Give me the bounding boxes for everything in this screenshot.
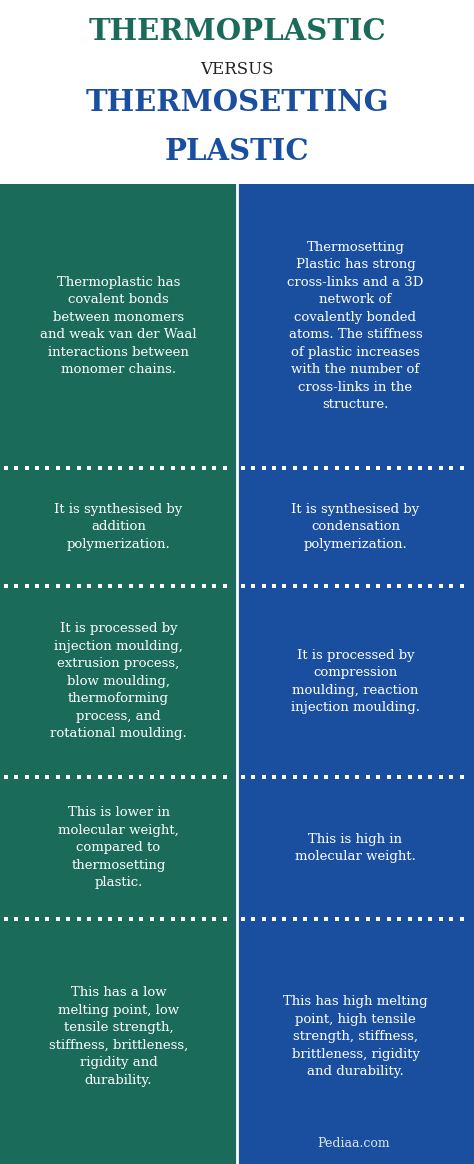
Bar bbox=[0, 184, 237, 1164]
Text: THERMOPLASTIC: THERMOPLASTIC bbox=[88, 17, 386, 47]
Text: This has a low
melting point, low
tensile strength,
stiffness, brittleness,
rigi: This has a low melting point, low tensil… bbox=[49, 986, 188, 1087]
Text: VERSUS: VERSUS bbox=[200, 61, 274, 78]
Text: Pediaa.com: Pediaa.com bbox=[317, 1137, 390, 1150]
Text: Thermoplastic has
covalent bonds
between monomers
and weak van der Waal
interact: Thermoplastic has covalent bonds between… bbox=[40, 276, 197, 376]
Bar bbox=[237, 184, 474, 1164]
Text: This is high in
molecular weight.: This is high in molecular weight. bbox=[295, 832, 416, 864]
Text: It is processed by
compression
moulding, reaction
injection moulding.: It is processed by compression moulding,… bbox=[291, 648, 420, 714]
Text: It is synthesised by
addition
polymerization.: It is synthesised by addition polymeriza… bbox=[55, 503, 182, 551]
Text: Thermosetting
Plastic has strong
cross-links and a 3D
network of
covalently bond: Thermosetting Plastic has strong cross-l… bbox=[287, 241, 424, 411]
Text: This has high melting
point, high tensile
strength, stiffness,
brittleness, rigi: This has high melting point, high tensil… bbox=[283, 995, 428, 1078]
Text: PLASTIC: PLASTIC bbox=[165, 137, 309, 166]
Text: This is lower in
molecular weight,
compared to
thermosetting
plastic.: This is lower in molecular weight, compa… bbox=[58, 807, 179, 889]
Text: THERMOSETTING: THERMOSETTING bbox=[85, 88, 389, 118]
Text: It is processed by
injection moulding,
extrusion process,
blow moulding,
thermof: It is processed by injection moulding, e… bbox=[50, 623, 187, 740]
Text: It is synthesised by
condensation
polymerization.: It is synthesised by condensation polyme… bbox=[292, 503, 419, 551]
